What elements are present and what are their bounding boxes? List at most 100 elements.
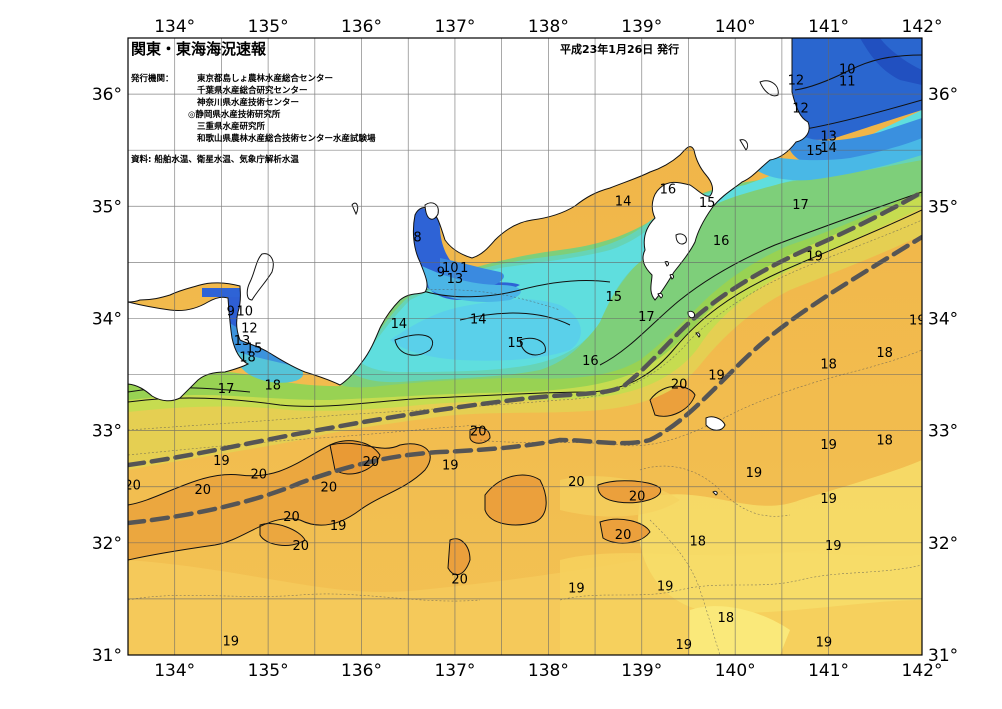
lat-label-left: 33°: [92, 422, 122, 442]
contour-label: 19: [442, 458, 459, 473]
contour-label: 19: [568, 582, 585, 597]
contour-label: 20: [451, 573, 468, 588]
contour-label: 11: [839, 75, 856, 90]
lat-label-left: 35°: [92, 197, 122, 217]
contour-label: 19: [708, 369, 725, 384]
contour-label: 18: [239, 351, 256, 366]
contour-label: 1: [460, 261, 468, 276]
contour-label: 15: [605, 290, 622, 305]
contour-label: 20: [321, 481, 338, 496]
lat-label-right: 32°: [928, 534, 958, 554]
lon-label-top: 135°: [248, 17, 289, 37]
lon-label-bottom: 138°: [528, 661, 569, 681]
contour-label: 19: [909, 314, 926, 329]
issue-date: 平成23年1月26日 発行: [560, 42, 679, 56]
contour-label: 20: [194, 483, 211, 498]
contour-label: 10: [442, 261, 459, 276]
lon-label-top: 136°: [341, 17, 382, 37]
contour-label: 12: [788, 74, 805, 89]
publisher-5: 三重県水産研究所: [197, 121, 266, 132]
contour-label: 18: [820, 357, 837, 372]
contour-label: 14: [391, 317, 408, 332]
lon-label-bottom: 136°: [341, 661, 382, 681]
contour-label: 13: [447, 272, 464, 287]
publisher-1: 東京都島しょ農林水産総合センター: [197, 73, 333, 84]
lat-label-right: 31°: [928, 646, 958, 666]
contour-label: 18: [876, 346, 893, 361]
publisher-2: 千葉県水産総合研究センター: [197, 85, 308, 96]
contour-label: 20: [283, 510, 300, 525]
contour-label: 13: [820, 130, 837, 145]
contour-label: 17: [638, 310, 655, 325]
contour-label: 20: [629, 490, 646, 505]
contour-label: 14: [470, 312, 487, 327]
contour-label: 18: [718, 611, 735, 626]
lon-label-top: 142°: [902, 17, 943, 37]
contour-label: 20: [615, 528, 632, 543]
contour-label: 18: [876, 434, 893, 449]
contour-label: 19: [222, 634, 239, 649]
lon-label-bottom: 141°: [808, 661, 849, 681]
contour-label: 10: [839, 62, 856, 77]
contour-label: 16: [713, 234, 730, 249]
contour-label: 19: [213, 454, 230, 469]
contour-label: 19: [806, 250, 823, 265]
contour-label: 19: [816, 636, 833, 651]
contour-label: 9: [227, 305, 235, 320]
contour-label: 17: [792, 198, 809, 213]
latitude-labels-right: 36° 35° 34° 33° 32° 31°: [928, 85, 958, 666]
contour-label: 19: [825, 539, 842, 554]
contour-label: 14: [615, 195, 632, 210]
lat-label-left: 31°: [92, 646, 122, 666]
publisher-label: 発行機関：: [130, 73, 174, 84]
longitude-labels-bottom: 134° 135° 136° 137° 138° 139° 140° 141° 142°: [154, 661, 942, 681]
contour-label: 20: [470, 425, 487, 440]
publisher-6: 和歌山県農林水産総合技術センター水産試験場: [197, 133, 376, 144]
lat-label-left: 34°: [92, 309, 122, 329]
contour-label: 20: [124, 478, 141, 493]
contour-label: 16: [582, 354, 599, 369]
contour-label: 10: [236, 305, 253, 320]
contour-label: 12: [241, 321, 258, 336]
contour-label: 19: [746, 466, 763, 481]
contour-label: 20: [293, 539, 310, 554]
lon-label-bottom: 134°: [154, 661, 195, 681]
lon-label-top: 139°: [621, 17, 662, 37]
contour-label: 20: [363, 455, 380, 470]
longitude-labels-top: 134° 135° 136° 137° 138° 139° 140° 141° 142°: [154, 17, 942, 37]
lat-label-right: 35°: [928, 197, 958, 217]
lon-label-top: 134°: [154, 17, 195, 37]
lon-label-top: 138°: [528, 17, 569, 37]
contour-label: 17: [218, 382, 235, 397]
contour-label: 20: [251, 467, 268, 482]
lat-label-right: 34°: [928, 309, 958, 329]
map-title: 関東・東海海況速報: [131, 40, 267, 58]
lon-label-bottom: 139°: [621, 661, 662, 681]
contour-label: 14: [820, 141, 837, 156]
publisher-4: ◎静岡県水産技術研究所: [188, 109, 281, 120]
lon-label-bottom: 140°: [715, 661, 756, 681]
lat-label-right: 36°: [928, 85, 958, 105]
lon-label-top: 141°: [808, 17, 849, 37]
lat-label-left: 36°: [92, 85, 122, 105]
lon-label-top: 137°: [434, 17, 475, 37]
contour-label: 13: [234, 334, 251, 349]
contour-label: 19: [330, 519, 347, 534]
contour-label: 20: [568, 475, 585, 490]
contour-label: 15: [507, 336, 524, 351]
contour-label: 16: [660, 182, 677, 197]
contour-label: 19: [820, 492, 837, 507]
lat-label-left: 32°: [92, 534, 122, 554]
contour-label: 9: [437, 265, 445, 280]
latitude-labels-left: 36° 35° 34° 33° 32° 31°: [92, 85, 122, 666]
contour-label: 19: [676, 638, 693, 653]
contour-label: 19: [820, 438, 837, 453]
contour-label: 18: [265, 379, 282, 394]
data-source: 資料: 船舶水温、衛星水温、気象庁解析水温: [130, 154, 299, 165]
lon-label-top: 140°: [715, 17, 756, 37]
contour-label: 12: [792, 102, 809, 117]
lon-label-bottom: 142°: [902, 661, 943, 681]
